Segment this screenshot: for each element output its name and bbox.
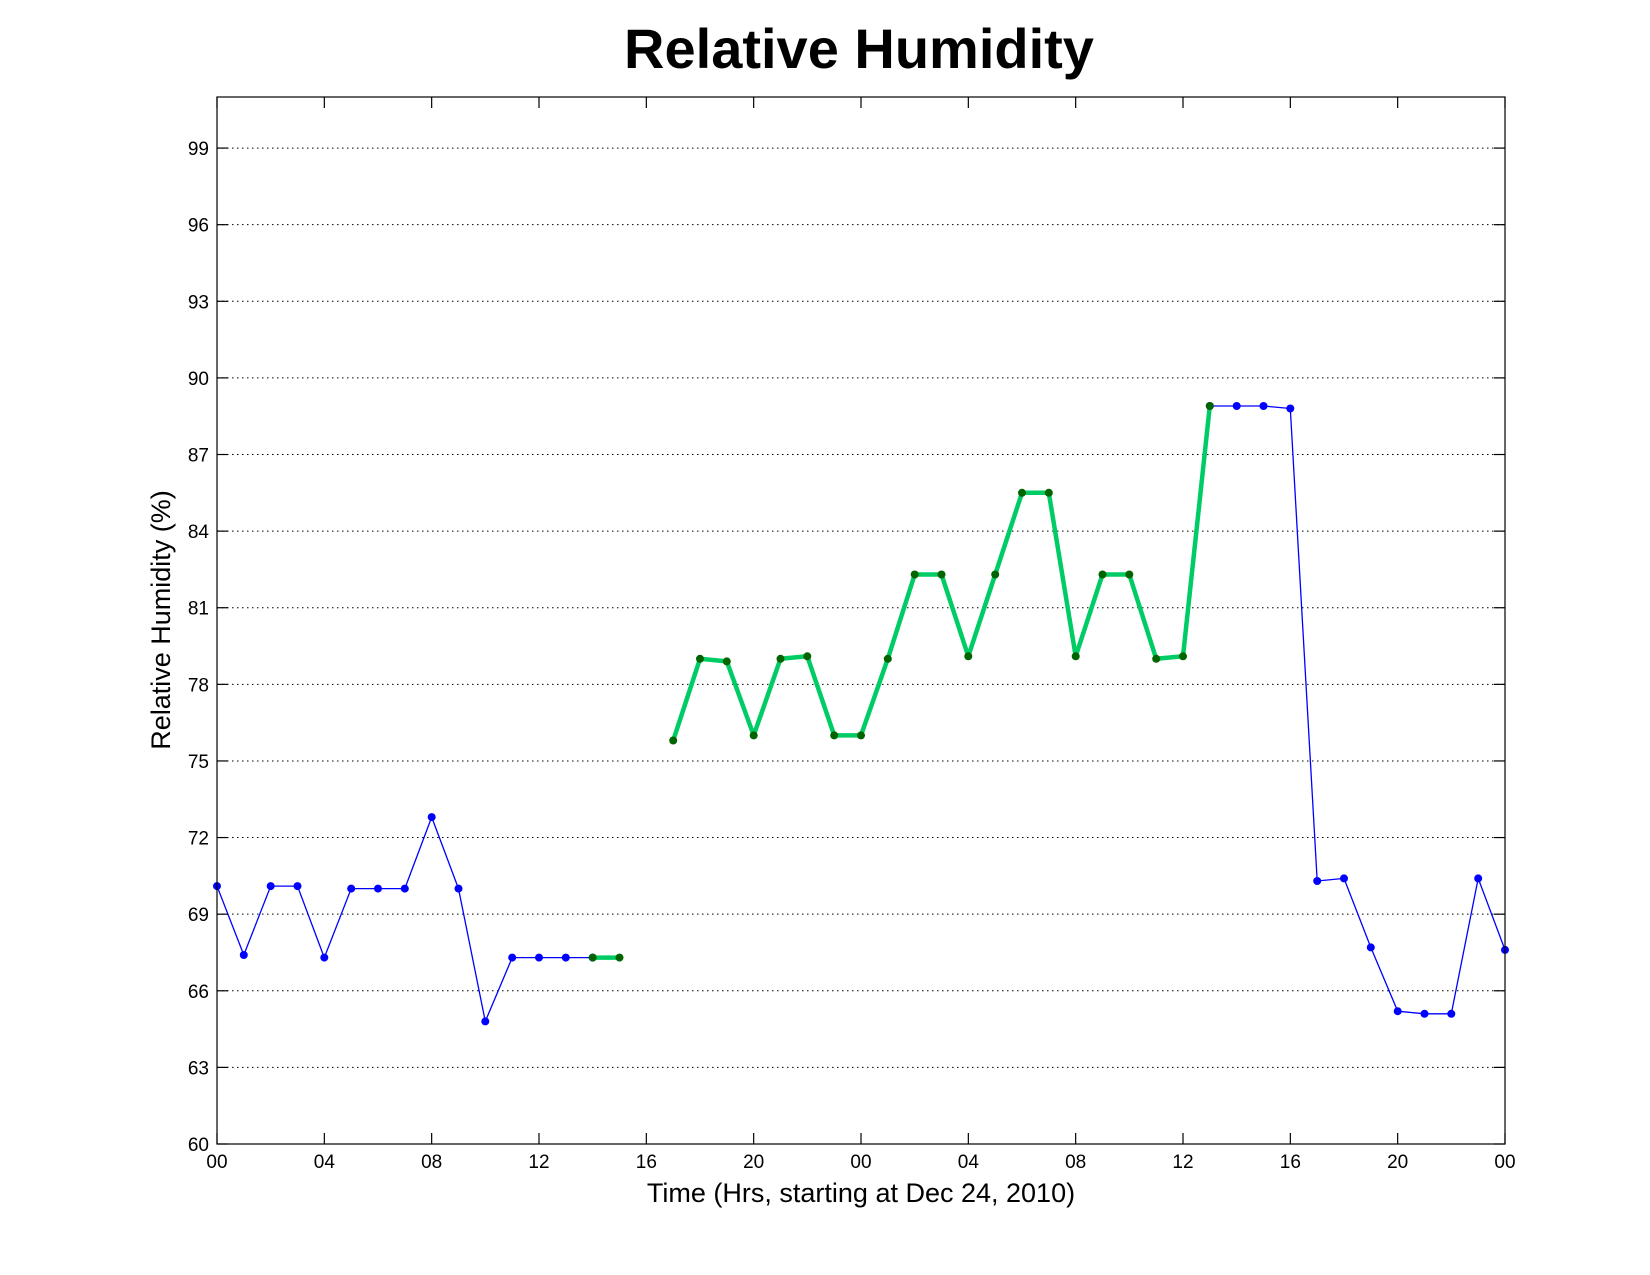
blue-data-point <box>293 882 302 891</box>
green-data-point <box>883 654 892 663</box>
chart-title: Relative Humidity <box>624 17 1094 80</box>
y-tick-label: 72 <box>188 829 209 850</box>
blue-data-point <box>1447 1009 1456 1018</box>
blue-data-point <box>239 951 248 959</box>
blue-data-point <box>508 953 517 962</box>
green-data-point <box>669 736 678 745</box>
green-data-point <box>1179 652 1187 661</box>
y-tick-label: 75 <box>188 752 209 773</box>
y-tick-label: 90 <box>188 369 209 390</box>
blue-data-point <box>1313 877 1322 885</box>
axis-ticks: 60 63 66 69 72 75 78 81 84 87 90 93 96 99 00 04 08 12 16 20… <box>188 97 1516 1173</box>
blue-data-point <box>1366 943 1375 952</box>
blue-data-point <box>347 884 356 893</box>
green-data-point <box>1018 488 1026 497</box>
green-data-point <box>1044 488 1053 497</box>
green-data-point <box>857 731 865 740</box>
plot-series <box>213 402 1509 1026</box>
x-tick-label: 16 <box>1280 1152 1301 1173</box>
green-data-point <box>588 953 597 962</box>
green-data-point <box>749 731 758 740</box>
blue-data-point <box>535 953 543 962</box>
x-axis-label: Time (Hrs, starting at Dec 24, 2010) <box>647 1178 1075 1208</box>
blue-data-point <box>320 953 329 962</box>
y-tick-label: 60 <box>188 1135 209 1156</box>
y-tick-label: 84 <box>188 522 210 543</box>
y-tick-label: 66 <box>188 982 209 1003</box>
green-data-point <box>910 570 919 579</box>
x-tick-label: 16 <box>636 1152 657 1173</box>
y-tick-label: 87 <box>188 446 209 467</box>
green-data-point <box>1098 570 1107 579</box>
green-data-point <box>964 652 973 661</box>
x-tick-label: 12 <box>1172 1152 1193 1173</box>
y-tick-label: 69 <box>188 905 209 926</box>
green-data-point <box>615 953 624 962</box>
y-tick-label: 63 <box>188 1058 209 1079</box>
blue-data-point <box>481 1017 490 1026</box>
green-data-point <box>1152 654 1161 663</box>
blue-series-line <box>1209 405 1506 1015</box>
plot-frame <box>216 96 1506 1145</box>
blue-data-point <box>1259 402 1268 410</box>
blue-data-point <box>400 884 409 893</box>
blue-data-point <box>427 813 436 822</box>
x-tick-label: 04 <box>314 1152 336 1173</box>
blue-data-point <box>1340 874 1348 883</box>
y-tick-label: 96 <box>188 216 209 237</box>
green-data-point <box>1125 570 1134 579</box>
y-tick-label: 81 <box>188 599 209 620</box>
green-data-point <box>1205 402 1214 410</box>
blue-data-point <box>1474 874 1483 883</box>
y-tick-label: 78 <box>188 675 209 696</box>
green-data-point <box>776 654 785 663</box>
blue-data-point <box>266 882 275 891</box>
green-data-point <box>830 731 839 740</box>
x-tick-label: 20 <box>1387 1152 1408 1173</box>
blue-data-point <box>1393 1007 1402 1016</box>
x-tick-label: 00 <box>206 1152 227 1173</box>
x-tick-label: 00 <box>1494 1152 1515 1173</box>
y-tick-label: 93 <box>188 292 209 313</box>
green-data-point <box>937 570 946 579</box>
green-data-point <box>991 570 1000 579</box>
blue-data-point <box>374 884 382 893</box>
blue-data-point <box>1420 1009 1429 1018</box>
x-tick-label: 08 <box>421 1152 442 1173</box>
y-tick-label: 99 <box>188 139 209 160</box>
green-data-point <box>803 652 812 661</box>
green-data-point <box>722 657 731 666</box>
blue-data-point <box>561 953 570 962</box>
x-tick-label: 00 <box>850 1152 871 1173</box>
grid-lines <box>217 147 1505 1068</box>
x-tick-label: 08 <box>1065 1152 1086 1173</box>
y-axis-label: Relative Humidity (%) <box>146 490 176 750</box>
x-tick-label: 04 <box>958 1152 980 1173</box>
x-tick-label: 12 <box>528 1152 549 1173</box>
green-data-point <box>696 654 704 663</box>
blue-data-point <box>1232 402 1241 410</box>
x-tick-label: 20 <box>743 1152 764 1173</box>
blue-data-point <box>1286 404 1295 413</box>
green-data-point <box>1071 652 1080 661</box>
blue-data-point <box>454 884 463 893</box>
